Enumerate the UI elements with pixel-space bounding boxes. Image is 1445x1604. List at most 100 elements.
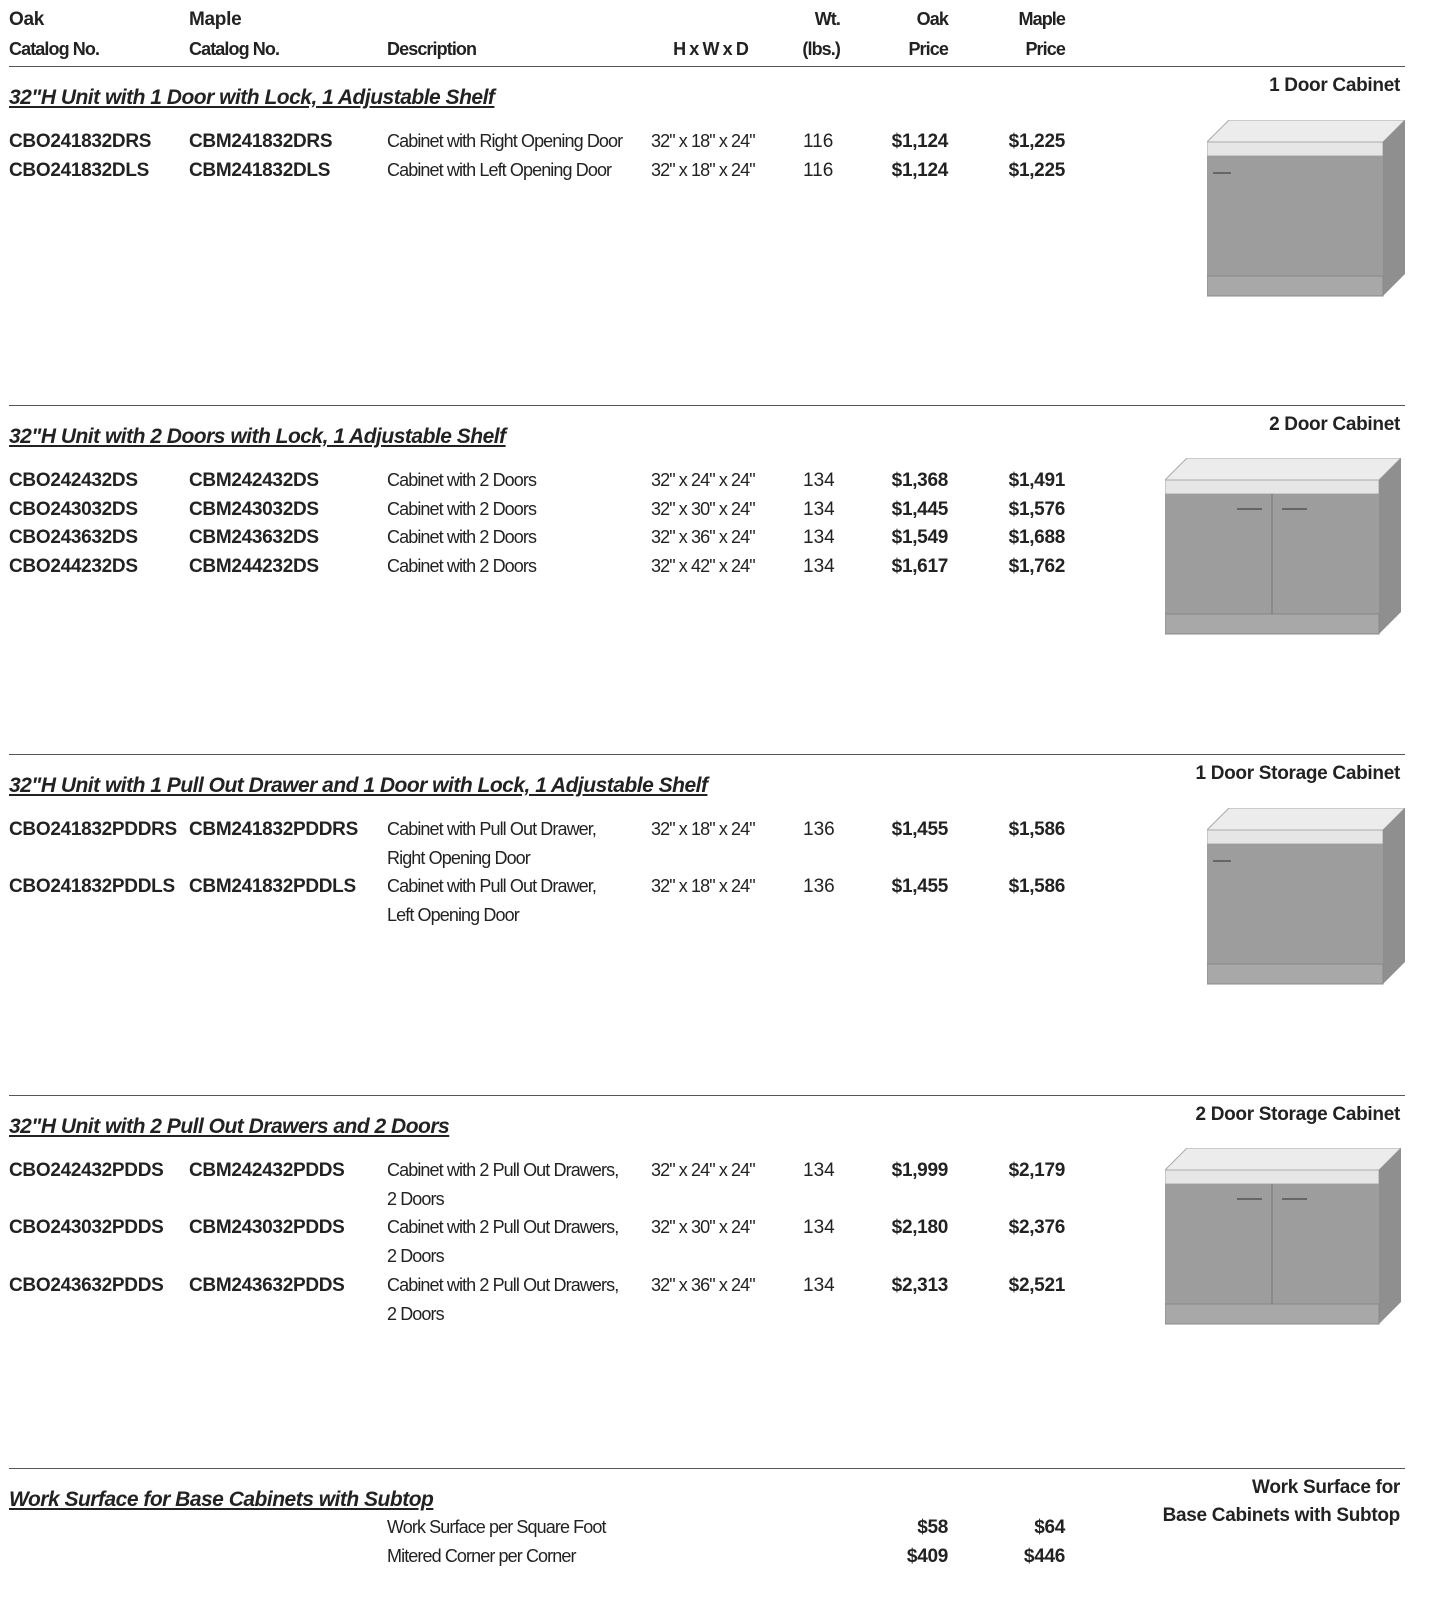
section-rule — [9, 1095, 1405, 1096]
description: Cabinet with Right Opening Door — [387, 131, 623, 151]
weight: 116 — [803, 131, 834, 152]
maple-price: $1,225 — [1008, 159, 1066, 181]
oak-price: $58 — [917, 1517, 948, 1538]
maple-price: $2,521 — [1008, 1274, 1066, 1296]
weight: 134 — [803, 1274, 835, 1296]
dimensions: 32" x 42" x 24" — [651, 556, 756, 577]
maple-catalog: CBM242432PDDS — [189, 1160, 345, 1181]
dimensions: 32" x 24" x 24" — [651, 470, 756, 490]
description: Cabinet with 2 Doors — [387, 556, 537, 577]
oak-catalog: CBO243632PDDS — [9, 1274, 164, 1296]
maple-price: $1,225 — [1008, 131, 1066, 152]
maple-catalog: CBM244232DS — [189, 556, 319, 578]
section-rule — [9, 754, 1405, 755]
maple-catalog: CBM241832PDDLS — [189, 876, 356, 898]
description: Cabinet with 2 Pull Out Drawers, — [387, 1274, 619, 1295]
dimensions: 32" x 30" x 24" — [651, 1217, 756, 1238]
dimensions: 32" x 18" x 24" — [651, 876, 756, 897]
oak-catalog: CBO244232DS — [9, 556, 138, 578]
dimensions: 32" x 36" x 24" — [651, 527, 756, 548]
weight: 134 — [803, 556, 835, 578]
section-title: Work Surface for Base Cabinets with Subt… — [9, 1488, 434, 1511]
maple-catalog: CBM242432DS — [189, 470, 319, 491]
image-label: Base Cabinets with Subtop — [1162, 1505, 1401, 1526]
oak-catalog: CBO241832DLS — [9, 159, 150, 181]
column-header: H x W x D — [673, 39, 749, 59]
image-label: Work Surface for — [1252, 1477, 1400, 1498]
weight: 134 — [803, 527, 835, 549]
maple-price: $1,586 — [1008, 819, 1066, 840]
description: Cabinet with 2 Pull Out Drawers, — [387, 1160, 619, 1180]
description: Cabinet with 2 Pull Out Drawers, — [387, 1217, 619, 1238]
description: Cabinet with 2 Doors — [387, 470, 537, 490]
maple-catalog: CBM243032PDDS — [189, 1217, 345, 1239]
weight: 134 — [803, 1217, 835, 1239]
weight: 134 — [803, 498, 835, 520]
weight: 116 — [803, 159, 834, 181]
image-label: 2 Door Storage Cabinet — [1195, 1104, 1400, 1125]
oak-catalog: CBO241832DRS — [9, 131, 152, 152]
oak-price: $1,455 — [891, 876, 949, 898]
maple-price: $64 — [1034, 1517, 1065, 1538]
image-label: 1 Door Cabinet — [1269, 75, 1400, 96]
cabinet-image — [1207, 808, 1405, 985]
dimensions: 32" x 18" x 24" — [651, 131, 756, 151]
maple-catalog: CBM241832PDDRS — [189, 819, 358, 840]
oak-catalog: CBO243032DS — [9, 498, 138, 520]
column-header: Maple — [1018, 9, 1065, 29]
oak-price: $1,549 — [891, 527, 949, 549]
cabinet-image — [1165, 1148, 1401, 1325]
description: Left Opening Door — [387, 905, 520, 926]
weight: 134 — [803, 470, 835, 491]
column-header: Oak — [916, 9, 949, 29]
oak-price: $409 — [906, 1545, 948, 1567]
maple-catalog: CBM241832DLS — [189, 159, 331, 181]
oak-catalog: CBO243632DS — [9, 527, 138, 549]
oak-price: $1,455 — [891, 819, 949, 840]
maple-catalog: CBM241832DRS — [189, 131, 333, 152]
oak-price: $1,368 — [891, 470, 949, 491]
oak-catalog: CBO243032PDDS — [9, 1217, 164, 1239]
weight: 136 — [803, 876, 835, 898]
description: Cabinet with 2 Doors — [387, 527, 537, 548]
oak-price: $1,124 — [891, 131, 949, 152]
dimensions: 32" x 18" x 24" — [651, 819, 756, 839]
maple-catalog: CBM243032DS — [189, 498, 319, 520]
column-header: (lbs.) — [802, 39, 841, 59]
description: Work Surface per Square Foot — [387, 1517, 606, 1537]
section-rule — [9, 405, 1405, 406]
dimensions: 32" x 30" x 24" — [651, 498, 756, 519]
maple-price: $1,688 — [1008, 527, 1066, 549]
oak-catalog: CBO242432DS — [9, 470, 138, 491]
weight: 136 — [803, 819, 835, 840]
maple-catalog: CBM243632DS — [189, 527, 319, 549]
oak-catalog: CBO241832PDDLS — [9, 876, 175, 898]
maple-price: $1,586 — [1008, 876, 1066, 898]
column-header: Price — [908, 39, 948, 59]
description: 2 Doors — [387, 1303, 445, 1324]
oak-catalog: CBO242432PDDS — [9, 1160, 164, 1181]
column-header: Catalog No. — [189, 39, 280, 59]
weight: 134 — [803, 1160, 835, 1181]
column-header: Maple — [189, 9, 242, 30]
maple-price: $446 — [1023, 1545, 1065, 1567]
description: 2 Doors — [387, 1188, 445, 1209]
section-title: 32"H Unit with 1 Pull Out Drawer and 1 D… — [9, 774, 708, 797]
oak-catalog: CBO241832PDDRS — [9, 819, 177, 840]
column-header: Wt. — [814, 9, 841, 29]
section-title: 32"H Unit with 1 Door with Lock, 1 Adjus… — [9, 86, 495, 109]
oak-price: $1,617 — [891, 556, 949, 578]
section-rule — [9, 66, 1405, 67]
description: 2 Doors — [387, 1246, 445, 1267]
maple-price: $2,179 — [1008, 1160, 1066, 1181]
maple-catalog: CBM243632PDDS — [189, 1274, 345, 1296]
description: Cabinet with Pull Out Drawer, — [387, 876, 597, 897]
column-header: Catalog No. — [9, 39, 100, 59]
dimensions: 32" x 36" x 24" — [651, 1274, 756, 1295]
image-label: 1 Door Storage Cabinet — [1195, 763, 1400, 784]
oak-price: $2,180 — [891, 1217, 949, 1239]
oak-price: $2,313 — [891, 1274, 949, 1296]
oak-price: $1,124 — [891, 159, 949, 181]
cabinet-image — [1207, 120, 1405, 297]
description: Mitered Corner per Corner — [387, 1545, 576, 1566]
